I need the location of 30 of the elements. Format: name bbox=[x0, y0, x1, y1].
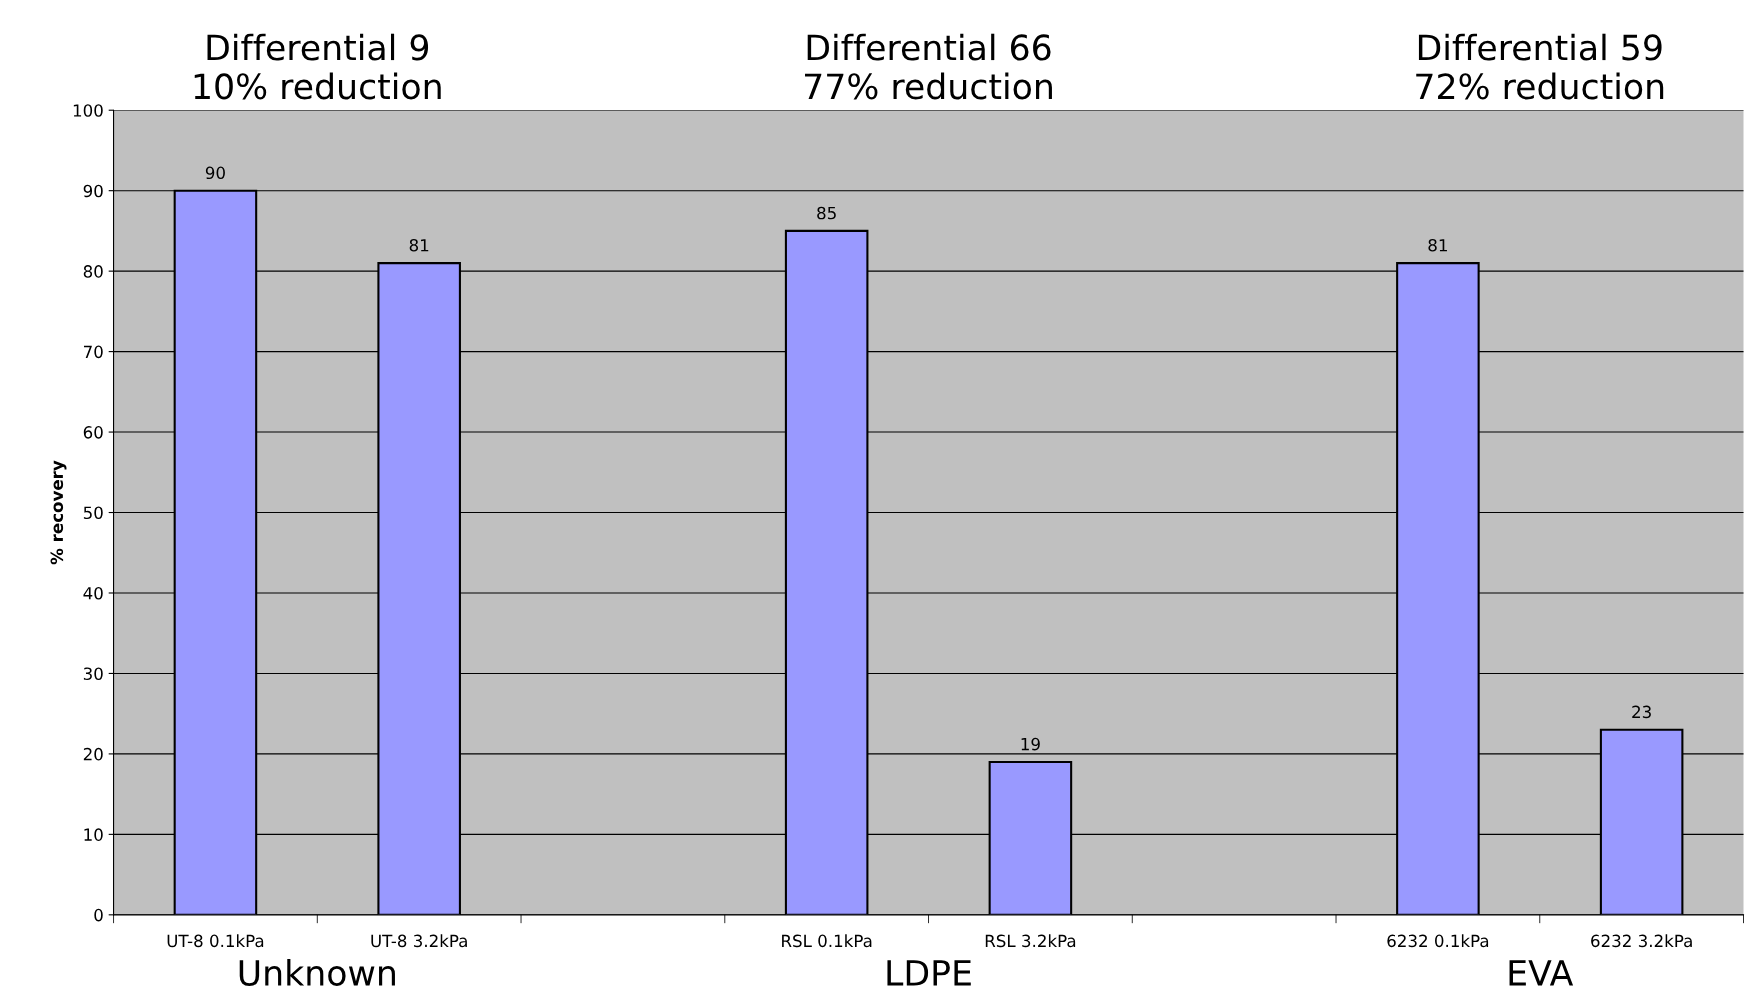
text: Differential 9 10% reduction bbox=[194, 33, 441, 100]
y-tick-label: 30 bbox=[83, 667, 103, 681]
y-axis-title: % recovery bbox=[50, 460, 67, 565]
data-label: 19 bbox=[1021, 737, 1040, 751]
text: Unknown bbox=[239, 959, 395, 986]
x-tick-label: UT-8 3.2kPa bbox=[371, 934, 467, 948]
y-tick-label: 80 bbox=[83, 265, 103, 278]
y-tick-label: 60 bbox=[83, 426, 103, 439]
y-tick-label: 100 bbox=[73, 104, 103, 117]
x-tick-label: 6232 3.2kPa bbox=[1591, 934, 1692, 948]
x-tick-label: 6232 0.1kPa bbox=[1387, 934, 1489, 948]
data-label: 85 bbox=[817, 206, 836, 220]
y-tick-label: 40 bbox=[83, 586, 103, 600]
y-tick-label: 70 bbox=[83, 345, 103, 359]
data-label: 90 bbox=[205, 166, 225, 180]
text: LDPE bbox=[887, 960, 971, 986]
data-label: 81 bbox=[1428, 238, 1447, 252]
x-tick-label: RSL 3.2kPa bbox=[985, 934, 1076, 948]
text: Differential 66 77% reduction bbox=[805, 33, 1052, 100]
y-tick-label: 20 bbox=[83, 747, 103, 761]
text: Differential 59 72% reduction bbox=[1416, 33, 1664, 100]
y-tick-label: 50 bbox=[83, 506, 103, 520]
data-label: 81 bbox=[409, 238, 429, 252]
y-tick-label: 0 bbox=[94, 908, 103, 922]
text: EVA bbox=[1509, 960, 1574, 986]
y-tick-label: 10 bbox=[84, 828, 103, 841]
x-tick-label: UT-8 0.1kPa bbox=[167, 934, 264, 948]
y-tick-label: 90 bbox=[83, 184, 103, 198]
data-label: 23 bbox=[1632, 705, 1651, 719]
x-tick-label: RSL 0.1kPa bbox=[782, 934, 872, 948]
